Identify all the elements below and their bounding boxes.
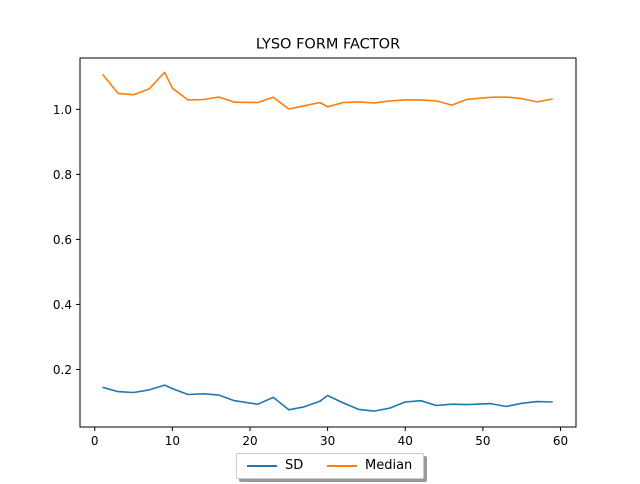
x-axis: 0 10 20 30 40 50 60 bbox=[91, 427, 568, 448]
y-tick-label: 0.6 bbox=[53, 233, 72, 247]
x-tick-label: 50 bbox=[475, 434, 490, 448]
chart-title: LYSO FORM FACTOR bbox=[256, 37, 400, 53]
legend-label-sd: SD bbox=[285, 458, 304, 473]
plot-area bbox=[79, 57, 577, 428]
y-axis: 0.2 0.4 0.6 0.8 1.0 bbox=[53, 103, 80, 377]
legend-swatch-median bbox=[327, 464, 357, 467]
series-line-sd bbox=[102, 384, 553, 412]
series-lines bbox=[101, 71, 553, 412]
y-tick-label: 0.2 bbox=[53, 363, 72, 377]
x-tick-label: 60 bbox=[553, 434, 568, 448]
legend-item-median: Median bbox=[327, 458, 412, 473]
y-tick-label: 1.0 bbox=[53, 103, 72, 117]
legend: SD Median bbox=[236, 453, 424, 479]
x-tick-label: 0 bbox=[91, 434, 99, 448]
y-tick-label: 0.4 bbox=[53, 298, 72, 312]
legend-swatch-sd bbox=[247, 464, 277, 467]
legend-label-median: Median bbox=[365, 458, 413, 473]
y-tick-label: 0.8 bbox=[53, 168, 72, 182]
series-line-median bbox=[101, 71, 553, 110]
x-tick-label: 40 bbox=[398, 434, 413, 448]
x-tick-label: 30 bbox=[320, 434, 335, 448]
legend-item-sd: SD bbox=[247, 458, 303, 473]
x-tick-label: 20 bbox=[242, 434, 257, 448]
x-tick-label: 10 bbox=[165, 434, 180, 448]
